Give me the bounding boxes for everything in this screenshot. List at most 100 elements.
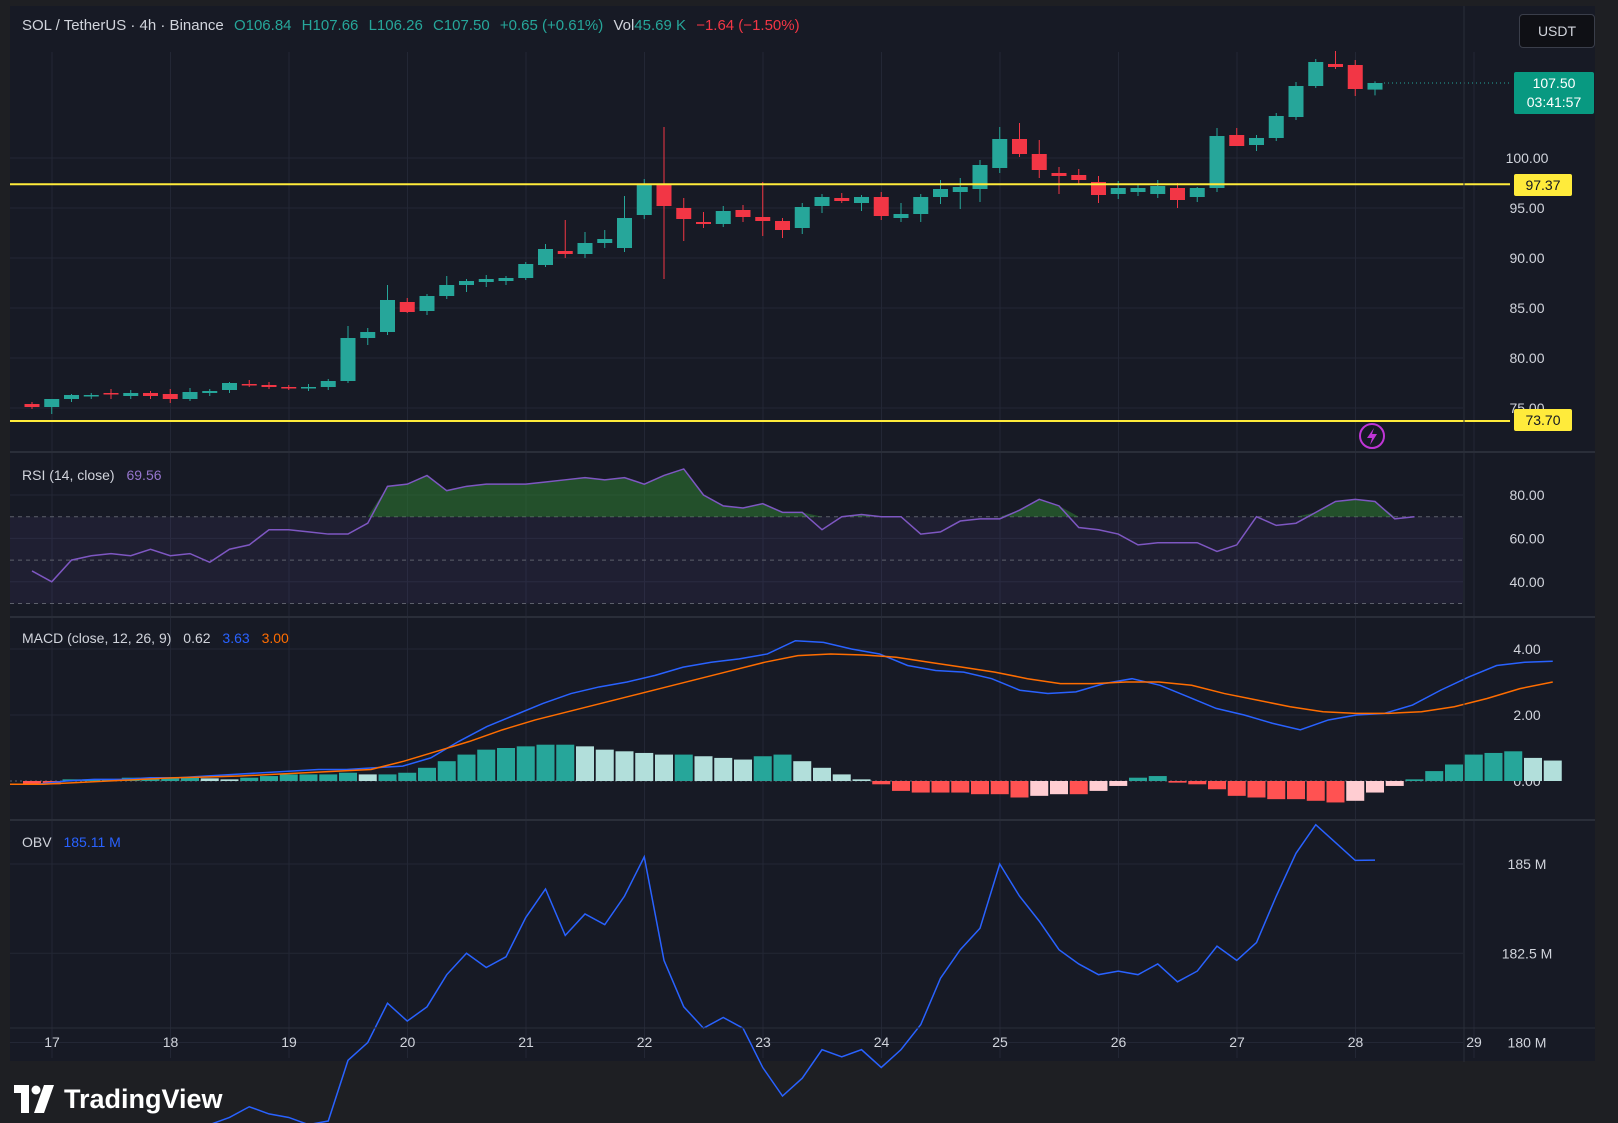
macd-label[interactable]: MACD (close, 12, 26, 9) [22, 630, 172, 646]
candle-body [83, 395, 99, 397]
price-tick-label: 100.00 [1506, 150, 1549, 166]
axis-labels: 17 18 19 20 21 22 23 24 25 26 27 28 2975.0080.0085.0… [44, 150, 1553, 1051]
macd-histogram-bar [299, 774, 318, 781]
macd-histogram-bar [931, 781, 950, 793]
macd-histogram-bar [694, 756, 713, 781]
obv-tick-label: 182.5 M [1502, 945, 1553, 961]
candle-body [44, 399, 60, 407]
high-value: H107.66 [301, 17, 359, 34]
grid-lines [10, 52, 1475, 1058]
candle-body [419, 296, 435, 311]
macd-histogram-bar [556, 744, 575, 781]
candle-body [992, 139, 1008, 168]
candle-body [1367, 83, 1383, 90]
open-value: O106.84 [233, 17, 292, 34]
candle-body [814, 197, 830, 206]
candle-body [794, 207, 810, 228]
candle-body [320, 381, 336, 387]
last-price: 107.50 [1532, 75, 1576, 91]
macd-histogram-bar [516, 746, 535, 781]
candle-body [854, 197, 869, 203]
candle-body [1347, 65, 1363, 89]
candle-body [162, 394, 178, 399]
tradingview-logo[interactable]: TradingView [14, 1082, 223, 1116]
candle-body [1110, 188, 1126, 194]
macd-histogram-bar [872, 781, 891, 785]
candle-body [222, 383, 237, 390]
candle-body [1288, 86, 1304, 117]
candle-body [399, 302, 415, 312]
macd-histogram-bar [1524, 757, 1542, 781]
rsi-tick-label: 40.00 [1509, 574, 1544, 590]
candlestick-series [24, 51, 1383, 414]
macd-histogram-bar [220, 779, 239, 781]
macd-histogram-bar [1306, 781, 1325, 801]
candle-body [617, 218, 632, 248]
macd-histogram-bar [1050, 781, 1068, 795]
x-tick-label: 19 [281, 1034, 297, 1050]
macd-histogram-bar [1287, 781, 1305, 800]
horizontal-levels [10, 82, 1512, 449]
macd-line [10, 639, 1553, 786]
x-tick-label: 20 [400, 1034, 416, 1050]
candle-body [281, 387, 297, 389]
chart-frame [10, 6, 1595, 1061]
candle-body [1170, 188, 1185, 200]
macd-histogram-bar [1030, 781, 1049, 796]
macd-histogram-bar [477, 749, 496, 781]
volume-label: Vol [613, 17, 635, 34]
macd-histogram-bar [1109, 781, 1128, 786]
candle-body [952, 187, 968, 192]
obv-label[interactable]: OBV [22, 834, 52, 850]
lightning-icon-bolt [1367, 428, 1377, 445]
symbol-title[interactable]: SOL / TetherUS · 4h · Binance [22, 17, 224, 34]
rsi-label[interactable]: RSI (14, close) [22, 467, 115, 483]
x-tick-label: 27 [1229, 1034, 1245, 1050]
macd-histogram-bar [615, 751, 634, 781]
candle-body [538, 249, 553, 265]
macd-histogram-bar [457, 754, 476, 781]
candle-body [972, 165, 988, 189]
rsi-tick-label: 60.00 [1509, 530, 1544, 546]
candle-body [518, 264, 534, 278]
macd-histogram-bar [319, 774, 338, 781]
candle-body [775, 221, 790, 230]
symbol-header: SOL / TetherUS · 4h · Binance O106.84 H1… [22, 17, 806, 34]
macd-histogram-bar [951, 781, 970, 793]
candle-body [1209, 136, 1225, 188]
rsi-series [10, 468, 1463, 604]
candle-body [439, 285, 455, 296]
candle-body [123, 393, 139, 396]
candle-body [913, 197, 929, 214]
macd-histogram-bar [1405, 779, 1424, 781]
macd-histogram-bar [576, 746, 594, 781]
x-tick-label: 26 [1111, 1034, 1127, 1050]
candle-body [1308, 62, 1324, 86]
macd-tick-label: 2.00 [1513, 707, 1540, 723]
currency-button[interactable]: USDT [1519, 14, 1595, 48]
logo-text: TradingView [64, 1083, 223, 1114]
macd-histogram-bar [1208, 781, 1226, 790]
macd-histogram-bar [1129, 777, 1147, 781]
change-value: +0.65 (+0.61%) [499, 17, 604, 34]
macd-legend: MACD (close, 12, 26, 9) 0.62 3.63 3.00 [22, 630, 297, 646]
price-tick-label: 80.00 [1509, 350, 1544, 366]
macd-histogram-bar [200, 778, 219, 781]
macd-histogram-bar [1366, 781, 1384, 793]
candle-body [1189, 188, 1205, 197]
candle-body [1328, 64, 1343, 67]
macd-histogram-bar [358, 774, 377, 781]
close-value: C107.50 [432, 17, 490, 34]
price-tick-label: 95.00 [1509, 200, 1544, 216]
macd-histogram-bar [1247, 781, 1266, 798]
macd-histogram-bar [1543, 760, 1562, 781]
bar-countdown: 03:41:57 [1526, 94, 1582, 110]
macd-histogram-bar [990, 781, 1009, 795]
rsi-line [31, 468, 1415, 583]
candle-body [1071, 175, 1087, 180]
candle-body [261, 385, 277, 387]
macd-histogram-bar [437, 761, 456, 781]
candle-body [478, 279, 494, 282]
macd-histogram-bar [635, 752, 654, 781]
